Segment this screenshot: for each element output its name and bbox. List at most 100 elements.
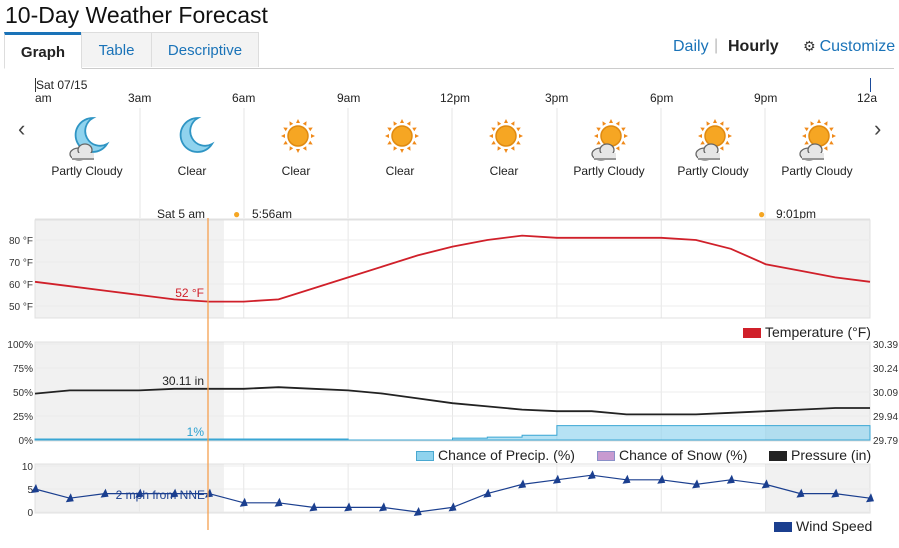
wind-direction-marker	[204, 488, 213, 498]
temp-y-tick: 60 °F	[9, 280, 33, 291]
wind-direction-marker	[483, 488, 492, 498]
pressure-line	[34, 386, 870, 416]
legend-snow[interactable]: Chance of Snow (%)	[597, 447, 747, 463]
precip-swatch	[416, 451, 434, 462]
moon-cloud-icon	[63, 112, 115, 169]
condition-label: Clear	[385, 164, 415, 178]
legend-pressure-label: Pressure (in)	[791, 447, 872, 463]
time-tick-label: 3am	[128, 91, 152, 105]
condition-label: Partly Cloudy	[51, 164, 123, 178]
wind-direction-marker	[657, 474, 666, 484]
timeline-date: Sat 07/15	[36, 78, 88, 92]
condition-label: Partly Cloudy	[573, 164, 645, 178]
time-tick-label: 9am	[337, 91, 361, 105]
legend-precip[interactable]: Chance of Precip. (%)	[416, 447, 575, 463]
time-tick-label: 3pm	[545, 91, 569, 105]
wind-direction-marker	[31, 484, 39, 493]
pressure-y-tick: 30.09	[873, 388, 898, 399]
temp-swatch	[743, 328, 761, 339]
pressure-y-tick: 30.24	[873, 364, 898, 375]
legend-snow-label: Chance of Snow (%)	[619, 447, 748, 463]
wind-line	[34, 474, 871, 513]
legend-wind-label: Wind Speed	[796, 518, 873, 534]
wind-swatch	[774, 522, 792, 533]
gear-icon: ⚙	[803, 38, 816, 54]
precip-y-tick: 50%	[13, 388, 33, 399]
condition-label: Clear	[489, 164, 519, 178]
sun-cloud-icon	[793, 112, 845, 169]
cursor-pressure-label: 30.11 in	[162, 374, 204, 388]
precip-y-tick: 25%	[13, 412, 33, 423]
precip-y-tick: 75%	[13, 364, 33, 375]
panel-border	[34, 219, 871, 319]
tab-descriptive[interactable]: Descriptive	[151, 32, 259, 67]
condition-label: Partly Cloudy	[781, 164, 853, 178]
pressure-y-tick: 29.79	[873, 436, 898, 447]
night-shading	[35, 342, 224, 441]
temp-y-tick: 80 °F	[9, 236, 33, 247]
wind-direction-marker	[552, 474, 561, 484]
customize-link[interactable]: ⚙ Customize	[803, 38, 895, 56]
legend-temperature[interactable]: Temperature (°F)	[743, 324, 871, 340]
wind-direction-marker	[135, 488, 144, 498]
pressure-y-tick: 30.39	[873, 340, 898, 351]
wind-direction-marker	[65, 493, 74, 503]
night-shading	[35, 464, 224, 513]
time-tick-label: am	[35, 91, 52, 105]
wind-direction-marker	[274, 497, 283, 507]
view-tabs: Graph Table Descriptive	[4, 32, 894, 69]
tab-table[interactable]: Table	[81, 32, 152, 67]
legend-precip-label: Chance of Precip. (%)	[438, 447, 575, 463]
time-tick-label: 12pm	[440, 91, 471, 105]
wind-direction-marker	[761, 479, 770, 489]
daily-link[interactable]: Daily	[673, 38, 709, 55]
pressure-swatch	[769, 451, 787, 462]
wind-direction-marker	[100, 488, 109, 498]
legend-wind[interactable]: Wind Speed	[774, 518, 872, 534]
prev-arrow-icon[interactable]: ‹	[18, 116, 26, 141]
time-tick-label: 6am	[232, 91, 256, 105]
pressure-y-tick: 29.94	[873, 412, 898, 423]
wind-y-tick: 0	[27, 508, 33, 519]
legend-pressure[interactable]: Pressure (in)	[769, 447, 871, 463]
hourly-link[interactable]: Hourly	[728, 38, 779, 55]
wind-direction-marker	[622, 474, 631, 484]
timeline-start-marker	[35, 78, 36, 92]
precip-area	[34, 425, 871, 441]
time-tick-label: 9pm	[754, 91, 778, 105]
condition-label: Clear	[281, 164, 311, 178]
wind-direction-marker	[796, 488, 805, 498]
snow-swatch	[597, 451, 615, 462]
sunrise-time: 5:56am	[252, 207, 293, 221]
wind-direction-marker	[378, 502, 387, 512]
sun-icon	[480, 112, 532, 169]
wind-direction-marker	[692, 479, 701, 489]
precip-y-tick: 100%	[7, 340, 33, 351]
wind-direction-marker	[831, 488, 840, 498]
cursor-temp-label: 52 °F	[175, 286, 204, 300]
night-shading	[765, 464, 870, 513]
wind-y-tick: 5	[27, 485, 33, 496]
time-tick-label: 12a	[857, 91, 878, 105]
panel-border	[34, 341, 871, 442]
precip-y-tick: 0%	[19, 436, 34, 447]
sun-cloud-icon	[689, 112, 741, 169]
panel-border	[34, 463, 871, 514]
wind-direction-marker	[448, 502, 457, 512]
sun-cloud-icon	[585, 112, 637, 169]
temp-y-tick: 70 °F	[9, 258, 33, 269]
tab-graph[interactable]: Graph	[4, 32, 82, 69]
next-arrow-icon[interactable]: ›	[874, 116, 882, 141]
sunrise-icon: ●	[233, 207, 241, 221]
wind-direction-marker	[239, 497, 248, 507]
moon-icon	[168, 112, 220, 169]
night-shading	[35, 220, 224, 318]
wind-direction-marker	[309, 502, 318, 512]
wind-direction-marker	[866, 493, 874, 503]
customize-label: Customize	[819, 38, 896, 55]
night-shading	[765, 342, 870, 441]
legend-temperature-label: Temperature (°F)	[765, 324, 871, 340]
wind-direction-marker	[344, 502, 353, 512]
sunset-time: 9:01pm	[776, 207, 817, 221]
